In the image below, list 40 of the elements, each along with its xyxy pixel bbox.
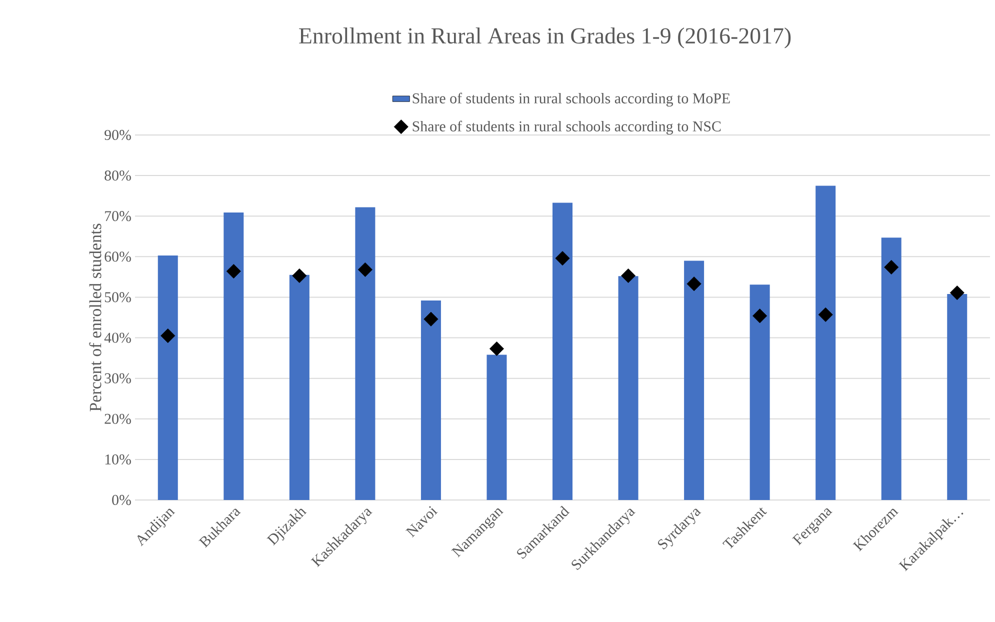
- bar: [618, 276, 638, 500]
- point: [424, 312, 438, 326]
- y-tick-label: 80%: [104, 170, 131, 181]
- y-tick-label: 30%: [104, 373, 131, 384]
- legend-label: Share of students in rural schools according to NSC: [412, 120, 721, 135]
- bar: [486, 354, 507, 500]
- bar: [355, 207, 376, 500]
- point: [950, 285, 964, 300]
- y-axis-title: Percent of enrolled students: [89, 224, 102, 412]
- legend-label: Share of students in rural schools according to MoPE: [412, 92, 730, 107]
- point: [292, 268, 307, 283]
- point: [555, 251, 570, 266]
- bar: [816, 186, 836, 500]
- point: [358, 262, 372, 277]
- chart-title: Enrollment in Rural Areas in Grades 1-9 (2016-2017): [299, 28, 791, 48]
- point: [818, 307, 833, 322]
- point: [884, 260, 899, 274]
- bar: [881, 238, 902, 500]
- point: [160, 328, 176, 344]
- y-tick-label: 50%: [104, 292, 131, 302]
- point: [489, 341, 504, 356]
- bar: [684, 260, 704, 500]
- y-tick-label: 0%: [112, 494, 131, 506]
- point: [686, 276, 702, 292]
- bar: [552, 202, 573, 500]
- bar: [224, 212, 244, 500]
- point: [621, 268, 636, 283]
- bar: [750, 284, 770, 500]
- y-tick-label: 40%: [104, 332, 131, 343]
- bar: [420, 300, 441, 500]
- y-tick-label: 70%: [105, 211, 131, 222]
- point: [226, 264, 241, 279]
- bar: [947, 294, 968, 500]
- y-tick-label: 10%: [105, 454, 131, 465]
- y-tick-label: 60%: [104, 252, 131, 262]
- y-tick-label: 90%: [104, 130, 131, 140]
- bar: [158, 255, 178, 500]
- y-tick-label: 20%: [104, 414, 131, 424]
- bar: [289, 274, 310, 500]
- point: [752, 308, 768, 324]
